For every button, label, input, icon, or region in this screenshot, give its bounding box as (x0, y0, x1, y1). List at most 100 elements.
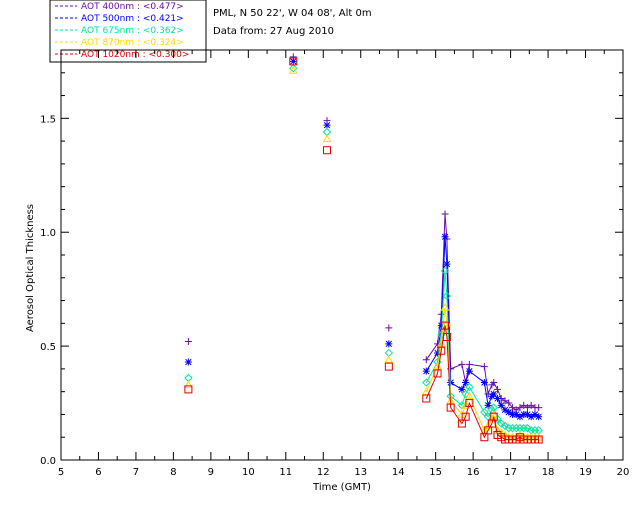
series-2 (184, 64, 543, 435)
x-tick-label: 5 (58, 467, 64, 478)
legend-label: AOT 870nm : <0.324> (81, 38, 184, 48)
data-point (483, 421, 493, 430)
x-tick-label: 20 (617, 467, 630, 478)
data-point (534, 435, 543, 444)
data-point (480, 407, 489, 417)
data-point (184, 385, 193, 394)
y-tick-label: 1.5 (40, 114, 56, 125)
data-point (480, 379, 488, 387)
series-0 (184, 53, 543, 414)
data-point (480, 363, 488, 371)
data-point (289, 57, 297, 65)
data-point (465, 360, 473, 368)
data-point (465, 399, 474, 408)
y-tick-label: 0.5 (40, 342, 56, 353)
legend-label: AOT 500nm : <0.421> (81, 14, 184, 24)
data-point (501, 406, 509, 414)
data-point (421, 387, 431, 395)
data-point (441, 321, 450, 330)
data-point (465, 367, 473, 375)
data-point (497, 401, 505, 409)
x-tick-label: 14 (392, 467, 405, 478)
data-point (184, 358, 192, 366)
x-tick-label: 12 (317, 467, 330, 478)
x-tick-label: 9 (208, 467, 214, 478)
x-tick-label: 10 (242, 467, 255, 478)
data-point (501, 397, 509, 405)
data-point (493, 385, 501, 393)
data-point (385, 340, 393, 348)
data-point (520, 401, 528, 409)
data-point (323, 121, 331, 129)
x-tick-label: 6 (95, 467, 101, 478)
data-point (441, 233, 449, 241)
data-point (490, 390, 498, 398)
data-point (465, 382, 474, 392)
data-point (440, 302, 450, 311)
data-point (508, 404, 516, 412)
series-1 (184, 57, 543, 421)
data-point (437, 346, 446, 355)
data-point (458, 360, 466, 368)
data-point (461, 389, 470, 399)
data-point (523, 410, 531, 418)
data-point (288, 65, 298, 74)
data-point (184, 338, 192, 346)
x-tick-label: 7 (133, 467, 139, 478)
data-point (516, 404, 524, 412)
data-point (422, 356, 430, 364)
data-point (289, 64, 298, 73)
x-tick-label: 17 (504, 467, 517, 478)
legend-box (49, 0, 207, 63)
x-tick-label: 15 (429, 467, 442, 478)
data-point (461, 400, 470, 409)
data-point (422, 378, 431, 387)
data-point (505, 399, 513, 407)
data-point (519, 423, 528, 433)
x-tick-label: 11 (279, 467, 292, 478)
data-point (458, 385, 466, 393)
legend: AOT 400nm : <0.477> AOT 500nm : <0.421> AO… (55, 2, 189, 60)
x-tick-label: 13 (354, 467, 367, 478)
series-3 (184, 65, 544, 441)
data-point (184, 380, 193, 389)
data-point (384, 362, 393, 371)
axes: 5 6 7 8 9 10 11 12 13 14 15 16 17 18 19 20 0.0 0.5 1.0 1.5 (40, 50, 629, 478)
x-tick-label: 18 (542, 467, 555, 478)
series-line (425, 307, 539, 438)
data-point (493, 414, 502, 424)
data-point (493, 395, 501, 402)
data-point (508, 410, 516, 418)
data-point (461, 412, 470, 421)
series-4 (184, 57, 543, 444)
x-tick-label: 16 (467, 467, 480, 478)
data-point (508, 423, 517, 433)
data-point (489, 412, 498, 421)
data-marks (184, 53, 544, 444)
data-point (385, 324, 393, 332)
data-point (323, 146, 332, 155)
data-point (322, 134, 332, 143)
data-point (433, 362, 442, 370)
plot-area (60, 49, 624, 461)
legend-label: AOT 1020nm : <0.300> (81, 50, 189, 60)
data-point (490, 379, 498, 387)
data-point (504, 423, 513, 433)
data-point (442, 291, 452, 301)
chart-title-location: PML, N 50 22', W 04 08', Alt 0m (213, 8, 372, 19)
data-point (523, 423, 532, 433)
data-point (384, 355, 394, 364)
x-axis-label: Time (GMT) (312, 482, 371, 493)
legend-label: AOT 675nm : <0.362> (81, 26, 184, 36)
data-point (422, 367, 430, 375)
data-point (512, 410, 520, 418)
data-point (523, 404, 531, 412)
data-point (520, 410, 528, 418)
x-tick-label: 8 (170, 467, 176, 478)
data-point (527, 413, 535, 421)
data-point (465, 391, 474, 400)
data-point (440, 266, 450, 276)
data-point (441, 210, 449, 218)
chart-title-date: Data from: 27 Aug 2010 (213, 26, 334, 37)
